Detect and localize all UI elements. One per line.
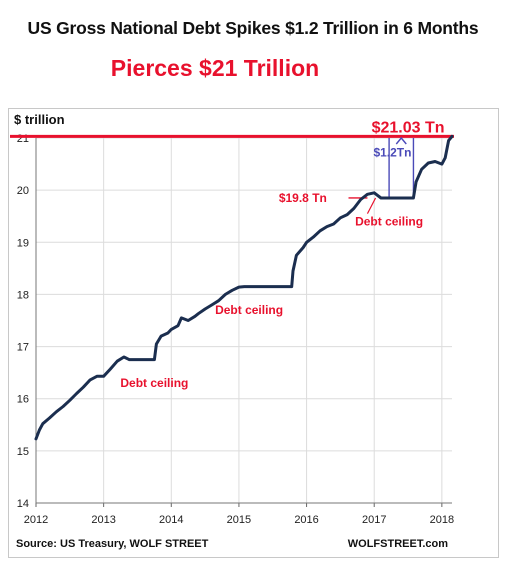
annotation-debt-ceiling: Debt ceiling bbox=[120, 376, 188, 390]
x-tick-label: 2013 bbox=[91, 514, 115, 526]
y-tick-label: 17 bbox=[17, 342, 29, 354]
x-tick-label: 2016 bbox=[294, 514, 318, 526]
annotation-current-debt: $21.03 Tn bbox=[372, 119, 445, 136]
annotation-start-value: $19.8 Tn bbox=[279, 191, 327, 205]
chart-title: US Gross National Debt Spikes $1.2 Trill… bbox=[27, 18, 479, 38]
y-tick-label: 16 bbox=[17, 394, 29, 406]
jump-arrow-head bbox=[395, 136, 407, 145]
x-tick-label: 2018 bbox=[430, 514, 454, 526]
y-tick-label: 14 bbox=[17, 498, 29, 510]
label-leader-line bbox=[366, 197, 377, 214]
x-tick-label: 2017 bbox=[362, 514, 386, 526]
y-tick-label: 18 bbox=[17, 289, 29, 301]
annotation-debt-ceiling: Debt ceiling bbox=[215, 303, 283, 317]
y-tick-label: 15 bbox=[17, 446, 29, 458]
chart-frame bbox=[8, 108, 499, 558]
x-tick-label: 2015 bbox=[227, 514, 251, 526]
y-tick-label: 21 bbox=[17, 133, 29, 145]
annotation-jump-amount: $1.2Tn bbox=[373, 145, 411, 159]
y-tick-label: 19 bbox=[17, 237, 29, 249]
x-tick-label: 2012 bbox=[24, 514, 48, 526]
x-tick-label: 2014 bbox=[159, 514, 183, 526]
source-note: Source: US Treasury, WOLF STREET bbox=[16, 538, 209, 550]
y-axis-label: $ trillion bbox=[14, 112, 65, 127]
debt-series-line bbox=[34, 134, 454, 441]
y-tick-label: 20 bbox=[17, 185, 29, 197]
chart-subtitle: Pierces $21 Trillion bbox=[110, 55, 320, 81]
brand-note: WOLFSTREET.com bbox=[347, 538, 448, 550]
jump-bracket bbox=[388, 138, 415, 198]
annotation-debt-ceiling: Debt ceiling bbox=[355, 214, 423, 228]
